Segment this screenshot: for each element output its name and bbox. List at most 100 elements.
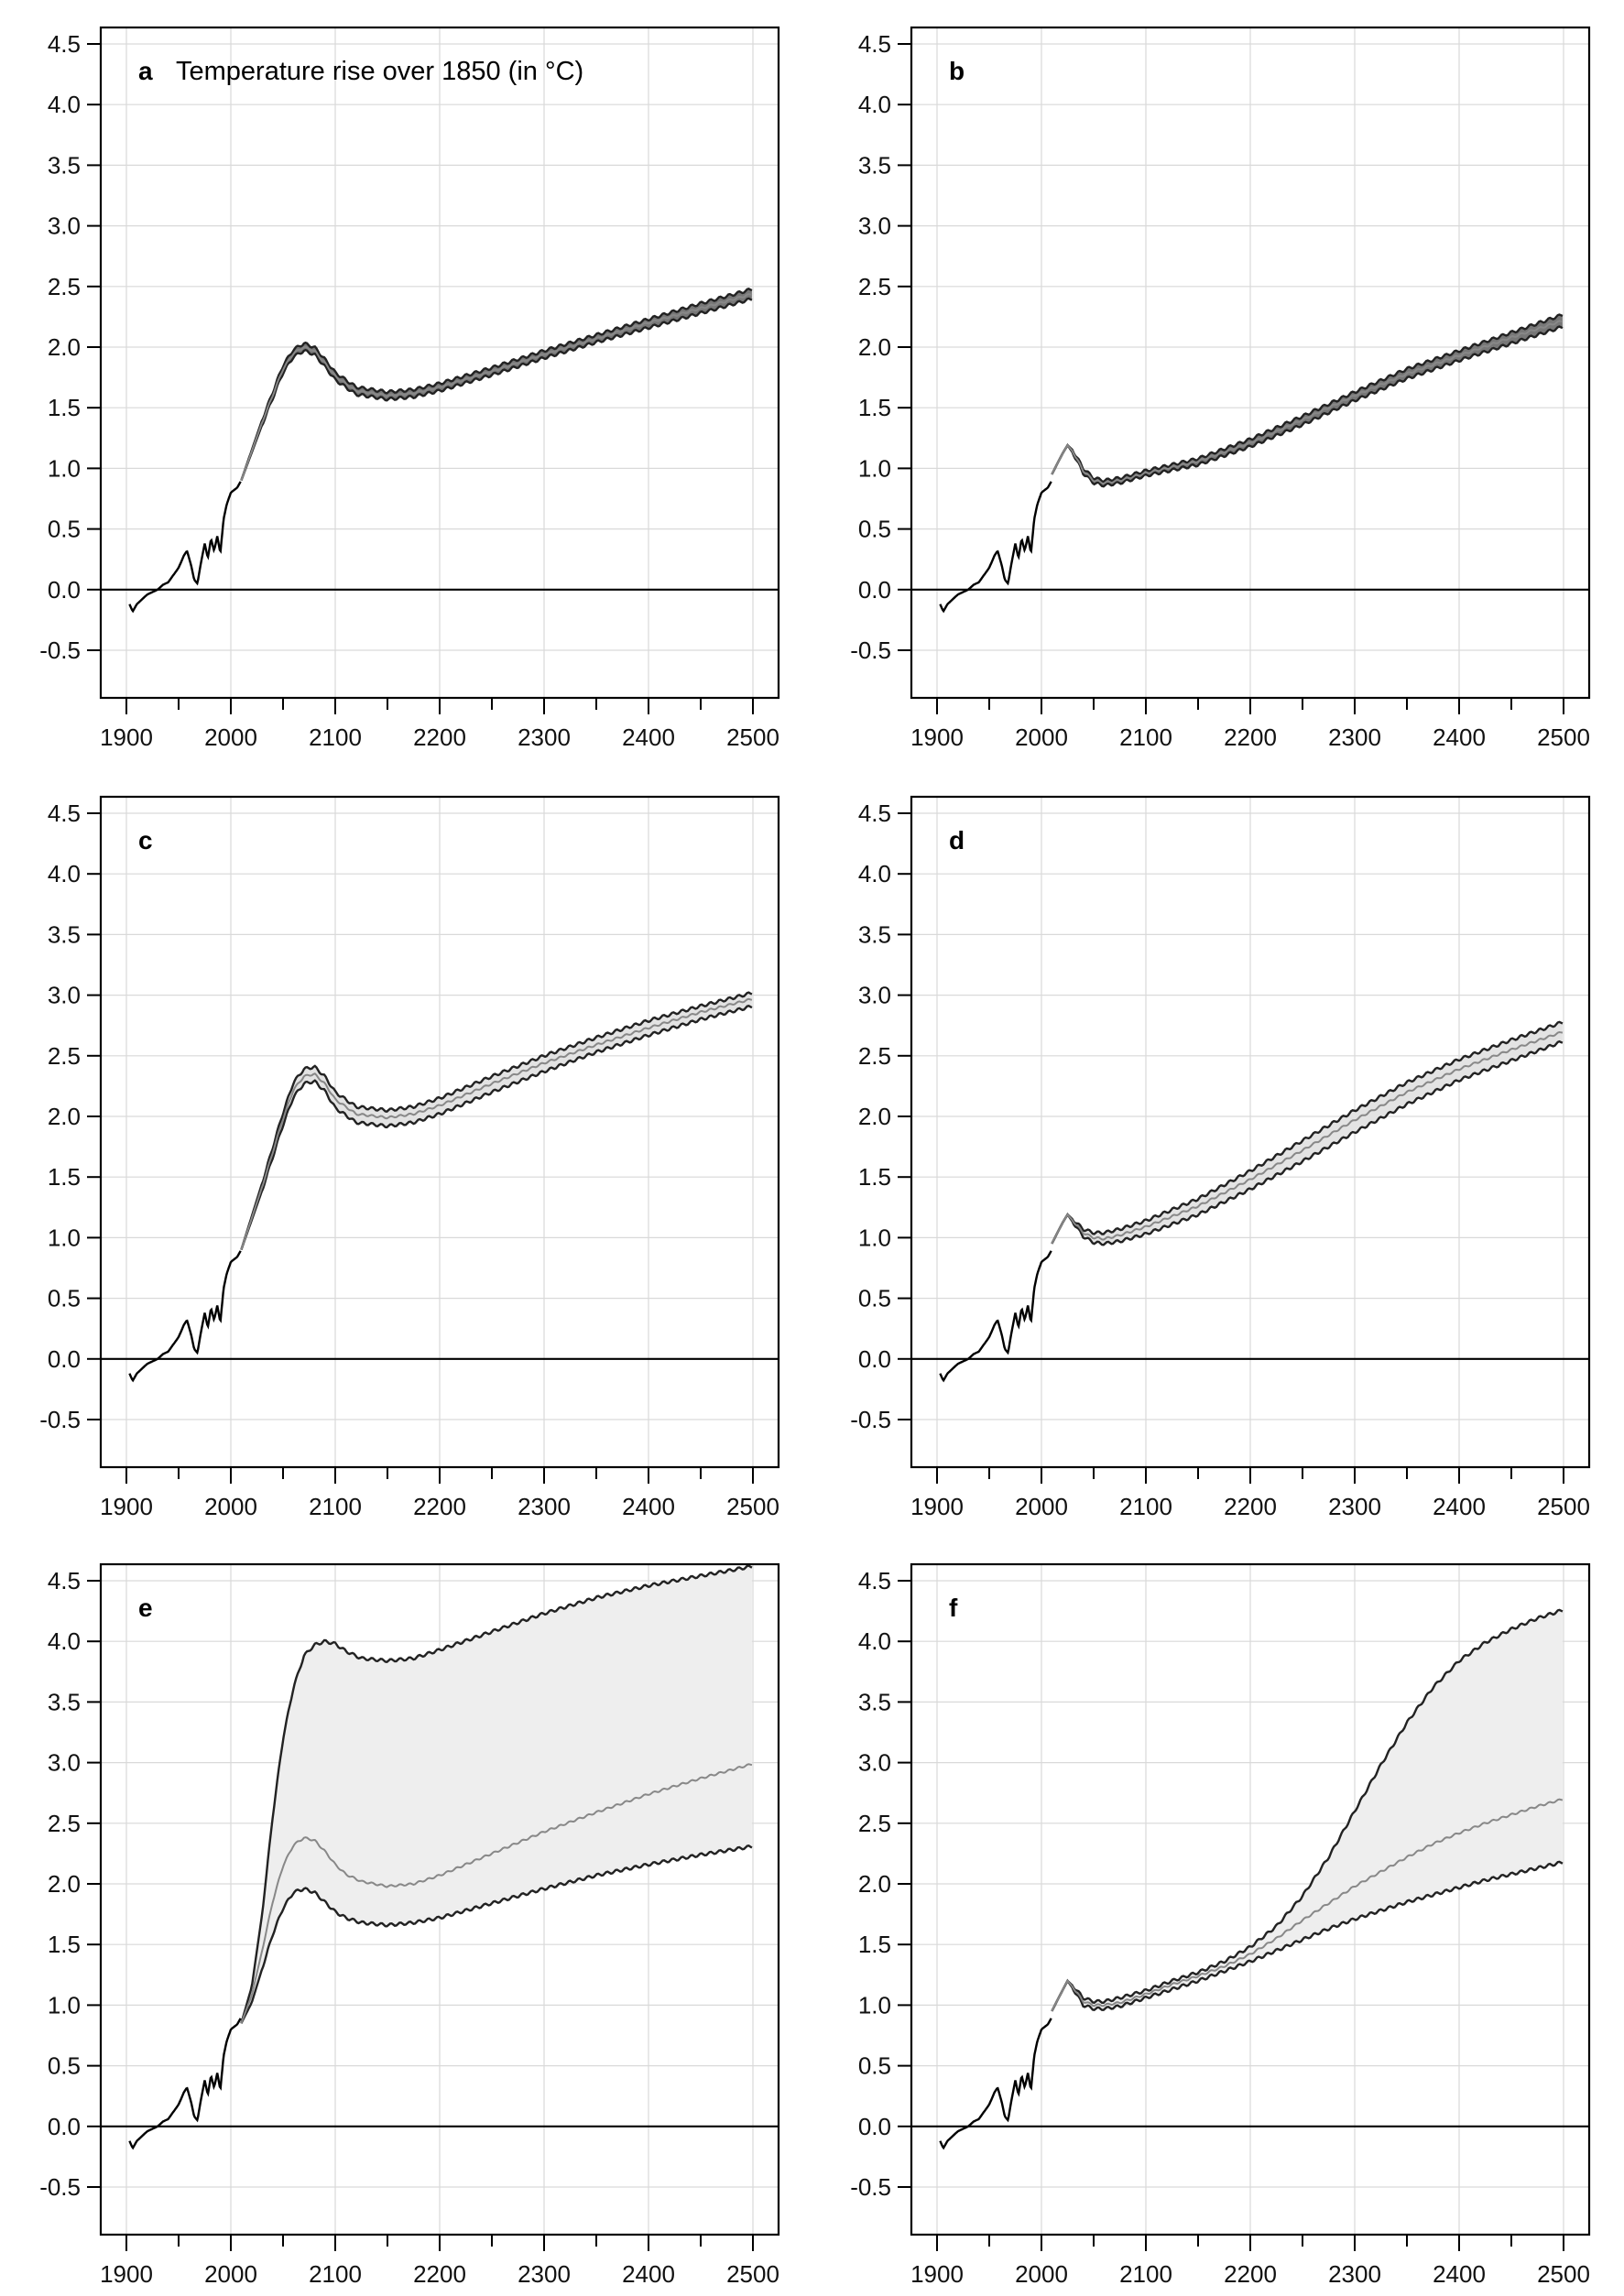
uncertainty-band	[241, 1565, 752, 2024]
y-tick-label: 1.0	[48, 1224, 81, 1251]
series-median	[240, 997, 753, 1250]
y-tick-label: -0.5	[39, 1406, 81, 1433]
y-tick-label: 0.0	[858, 576, 891, 604]
y-tick-label: 1.0	[858, 1991, 891, 2019]
y-tick-label: 0.5	[858, 2052, 891, 2080]
series-historical	[128, 1250, 242, 1383]
x-tick-label: 1900	[100, 2260, 153, 2288]
y-tick-label: 2.0	[48, 1103, 81, 1130]
series-historical	[939, 2018, 1052, 2150]
x-tick-label: 1900	[100, 1493, 153, 1520]
x-tick-label: 2500	[1537, 1493, 1590, 1520]
y-tick-label: 0.0	[858, 2113, 891, 2140]
x-tick-label: 2000	[1015, 1493, 1068, 1520]
x-tick-label: 2300	[1328, 1493, 1381, 1520]
series-median	[1051, 1030, 1564, 1245]
y-tick-label: 1.0	[858, 454, 891, 482]
y-tick-label: 2.5	[858, 273, 891, 300]
x-tick-label: 2500	[726, 724, 779, 751]
y-tick-label: 3.5	[48, 1688, 81, 1715]
x-tick-label: 2000	[204, 724, 257, 751]
y-tick-label: -0.5	[850, 637, 891, 664]
y-tick-label: 0.5	[48, 1285, 81, 1312]
y-tick-label: 3.0	[858, 1749, 891, 1777]
y-tick-label: 4.0	[48, 1627, 81, 1655]
y-tick-label: 1.5	[858, 394, 891, 421]
y-tick-label: 0.5	[48, 516, 81, 543]
panel-letter: a	[138, 57, 153, 85]
y-tick-label: 2.0	[48, 333, 81, 361]
series-lower	[240, 297, 753, 482]
y-tick-label: 4.5	[858, 1567, 891, 1594]
panel-c: 1900 2000 2100 2200 2300 2400 2500 -0.5 0.0 0.5 1.…	[39, 795, 780, 1520]
x-tick-label: 2000	[1015, 724, 1068, 751]
series-historical	[128, 2018, 242, 2150]
x-tick-label: 2000	[204, 1493, 257, 1520]
y-tick-label: 4.0	[48, 860, 81, 887]
series-upper	[1051, 1020, 1564, 1245]
y-tick-label: 2.0	[858, 1870, 891, 1898]
y-tick-label: 2.0	[858, 1103, 891, 1130]
series-lower	[1051, 325, 1564, 488]
y-tick-label: 0.0	[48, 2113, 81, 2140]
series-historical	[939, 481, 1052, 614]
x-tick-label: 2500	[1537, 2260, 1590, 2288]
x-tick-label: 2300	[518, 724, 571, 751]
uncertainty-band	[241, 288, 752, 481]
x-tick-label: 2500	[1537, 724, 1590, 751]
series-median	[240, 1763, 753, 2024]
y-tick-label: 1.5	[858, 1163, 891, 1191]
x-tick-label: 2200	[1224, 724, 1277, 751]
x-tick-label: 2200	[1224, 2260, 1277, 2288]
y-tick-label: 1.0	[48, 1991, 81, 2019]
x-tick-label: 2400	[622, 1493, 675, 1520]
y-tick-label: 4.0	[858, 91, 891, 118]
series-upper	[240, 1564, 753, 2024]
panel-f: 1900 2000 2100 2200 2300 2400 2500 -0.5 0.0 0.5 1.…	[850, 1562, 1591, 2288]
panel-e: 1900 2000 2100 2200 2300 2400 2500 -0.5 0.0 0.5 1.…	[39, 1562, 780, 2288]
x-tick-label: 2100	[1119, 2260, 1172, 2288]
panel-letter: d	[949, 826, 965, 854]
series-median	[240, 293, 753, 481]
y-tick-label: 3.0	[48, 1749, 81, 1777]
series-lower	[1051, 1860, 1564, 2012]
panel-letter: b	[949, 57, 965, 85]
y-tick-label: 3.5	[858, 920, 891, 948]
y-tick-label: 1.5	[858, 1931, 891, 1958]
x-tick-label: 2200	[413, 1493, 466, 1520]
x-tick-label: 2300	[1328, 2260, 1381, 2288]
y-tick-label: 3.0	[48, 212, 81, 240]
x-tick-label: 2400	[1433, 724, 1486, 751]
uncertainty-band	[1052, 1021, 1563, 1246]
x-tick-label: 2200	[413, 2260, 466, 2288]
series-lower	[240, 1005, 753, 1251]
y-tick-label: 3.0	[48, 982, 81, 1009]
x-tick-label: 2100	[309, 2260, 362, 2288]
y-tick-label: -0.5	[850, 2173, 891, 2201]
y-tick-label: 3.5	[858, 151, 891, 179]
y-tick-label: 1.5	[48, 394, 81, 421]
series-upper	[240, 288, 753, 481]
x-tick-label: 2500	[726, 1493, 779, 1520]
panel-b: 1900 2000 2100 2200 2300 2400 2500 -0.5 0.0 0.5 1.…	[850, 26, 1591, 751]
y-tick-label: 1.5	[48, 1931, 81, 1958]
x-tick-label: 2400	[1433, 2260, 1486, 2288]
y-tick-label: 0.0	[48, 576, 81, 604]
x-tick-label: 2100	[309, 724, 362, 751]
y-tick-label: 4.5	[858, 800, 891, 827]
panel-letter: c	[138, 826, 153, 854]
y-tick-label: 2.0	[48, 1870, 81, 1898]
y-tick-label: 0.0	[858, 1345, 891, 1373]
y-tick-label: 4.5	[48, 30, 81, 58]
uncertainty-band	[241, 992, 752, 1250]
panel-d: 1900 2000 2100 2200 2300 2400 2500 -0.5 0.0 0.5 1.…	[850, 795, 1591, 1520]
y-tick-label: 2.5	[858, 1042, 891, 1070]
y-tick-label: 3.5	[858, 1688, 891, 1715]
series-historical	[128, 481, 242, 614]
y-tick-label: 4.0	[858, 860, 891, 887]
series-median	[1051, 1798, 1564, 2012]
y-tick-label: 3.5	[48, 151, 81, 179]
x-tick-label: 2100	[1119, 1493, 1172, 1520]
series-lower	[240, 1844, 753, 2024]
